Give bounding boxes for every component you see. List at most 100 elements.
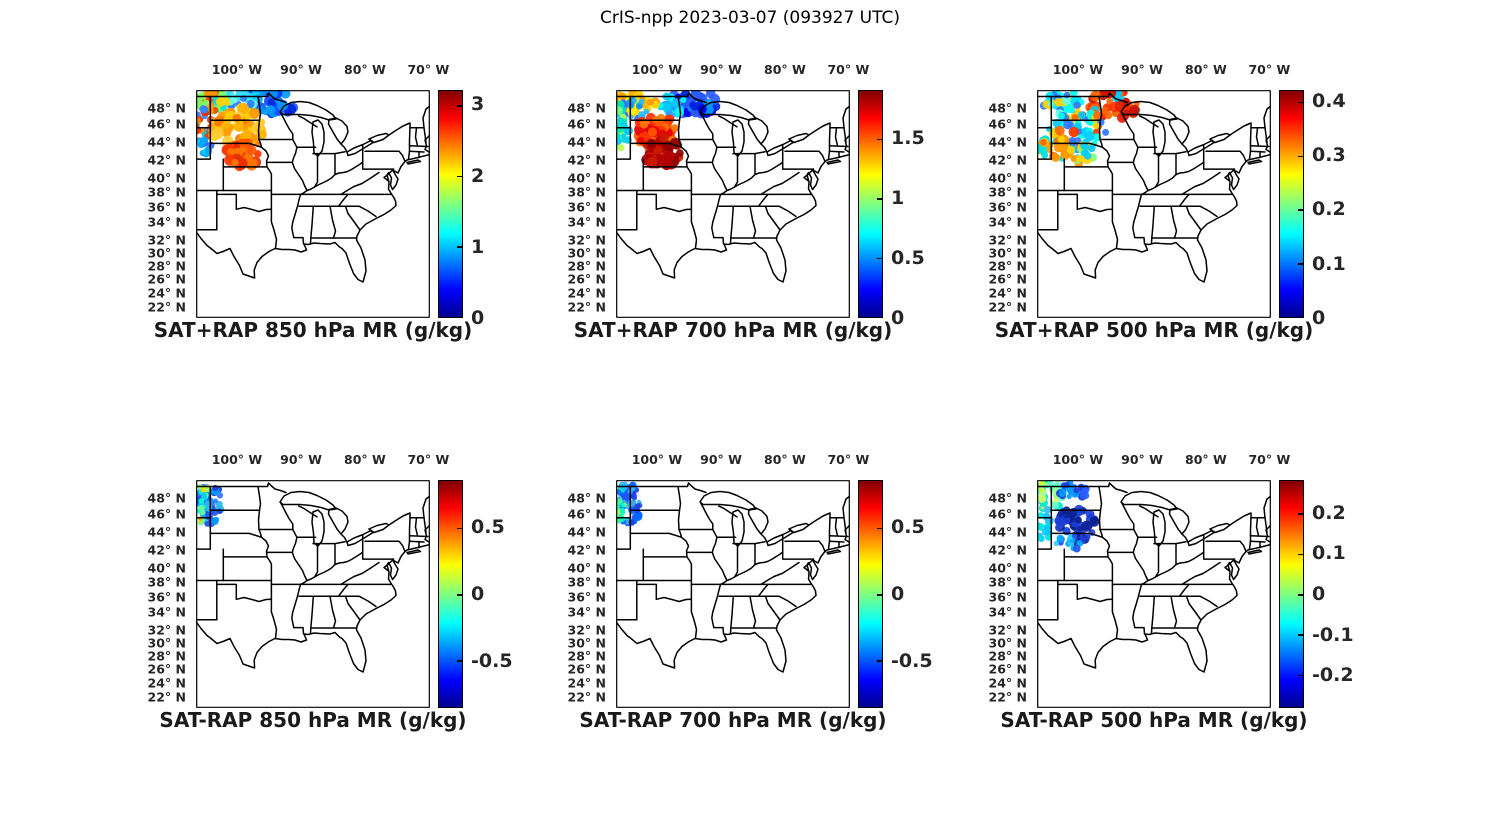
map-panel-sat-minus-rap-700: 100° W 90° W 80° W 70° W 48° N 46° N 44° N 42°… [540,448,960,748]
colorbar-tickmark [1298,553,1303,556]
lat-tick-label: 36° N [567,199,606,215]
lat-tick-label: 32° N [147,232,186,248]
lon-tick-label: 70° W [827,452,870,467]
lon-tick-label: 100° W [211,452,263,467]
colorbar-tickmark [1298,101,1303,104]
colorbar-tick-label: 0 [891,583,905,605]
lat-tick-label: 38° N [567,574,606,590]
lat-tick-label: 38° N [988,574,1027,590]
lon-tick-label: 100° W [631,62,683,77]
lat-tick-label: 30° N [147,635,186,651]
colorbar-tickmark [1298,263,1303,265]
lon-tick-label: 90° W [1121,62,1163,77]
lat-tick-label: 44° N [988,524,1027,540]
colorbar-tick-label: 0.5 [471,515,505,538]
lon-tick-label: 90° W [280,452,322,467]
lat-tick-label: 44° N [567,134,606,150]
lon-tick-label: 70° W [407,62,450,77]
lon-tick-label: 80° W [764,62,806,77]
lat-axis: 48° N 46° N 44° N 42° N 40° N 38° N 36° N 34° N… [961,480,1031,708]
lon-tick-label: 100° W [1052,62,1104,77]
lat-tick-label: 38° N [147,184,186,200]
lat-tick-label: 22° N [567,689,606,705]
colorbar-tickmark [1298,155,1303,158]
lat-axis: 48° N 46° N 44° N 42° N 40° N 38° N 36° N 34° N… [540,480,610,708]
colorbar [438,480,463,708]
lat-tick-label: 24° N [147,285,186,301]
lon-tick-label: 90° W [1121,452,1163,467]
lat-tick-label: 32° N [567,622,606,638]
lat-tick-label: 30° N [988,245,1027,261]
lat-axis: 48° N 46° N 44° N 42° N 40° N 38° N 36° N 34° N… [961,90,1031,318]
lat-tick-label: 24° N [567,675,606,691]
lon-tick-label: 80° W [1185,62,1227,77]
colorbar-tickmark [1298,594,1303,596]
colorbar [858,480,883,708]
lat-tick-label: 24° N [567,285,606,301]
lat-tick-label: 28° N [147,258,186,274]
colorbar-tickmark [877,594,882,596]
lat-tick-label: 42° N [567,542,606,558]
colorbar-tick-label: 0 [1312,307,1326,329]
lat-tick-label: 30° N [567,635,606,651]
lat-tick-label: 24° N [147,675,186,691]
lat-tick-label: 40° N [147,170,186,186]
lat-tick-label: 40° N [988,170,1027,186]
lon-tick-label: 70° W [1248,452,1291,467]
lon-tick-label: 90° W [280,62,322,77]
colorbar-tick-label: 2 [471,164,485,187]
lat-tick-label: 42° N [147,542,186,558]
us-map [616,90,850,318]
lat-tick-label: 38° N [567,184,606,200]
colorbar-tickmark [457,660,462,662]
lat-tick-label: 32° N [147,622,186,638]
lon-axis: 100° W 90° W 80° W 70° W [616,452,870,474]
lat-tick-label: 48° N [147,490,186,506]
colorbar-tickmark [877,257,882,260]
colorbar-tick-label: 0.1 [1312,252,1346,275]
lat-tick-label: 46° N [147,506,186,522]
lat-tick-label: 32° N [988,622,1027,638]
colorbar-tick-label: 0.5 [891,515,925,538]
lat-tick-label: 40° N [147,560,186,576]
us-map [616,480,850,708]
lat-tick-label: 46° N [988,116,1027,132]
lat-tick-label: 48° N [988,490,1027,506]
lon-tick-label: 100° W [1052,452,1104,467]
lat-tick-label: 30° N [147,245,186,261]
lon-tick-label: 90° W [700,62,742,77]
lat-tick-label: 34° N [567,604,606,620]
lat-tick-label: 24° N [988,675,1027,691]
colorbar-labels: 0.5 0 -0.5 [891,480,955,708]
colorbar-tickmark [1298,209,1303,211]
us-map [196,90,430,318]
lat-tick-label: 34° N [147,604,186,620]
panel-title: SAT+RAP 500 hPa MR (g/kg) [994,318,1314,342]
lon-axis: 100° W 90° W 80° W 70° W [616,62,870,84]
lon-axis: 100° W 90° W 80° W 70° W [1037,62,1291,84]
lat-tick-label: 42° N [988,152,1027,168]
lat-tick-label: 40° N [567,170,606,186]
lat-tick-label: 48° N [988,100,1027,116]
lat-tick-label: 48° N [147,100,186,116]
us-map [1037,480,1271,708]
data-swath [616,481,643,527]
colorbar-tick-label: -0.5 [471,650,513,673]
lat-tick-label: 46° N [988,506,1027,522]
colorbar-tick-label: -0.5 [891,650,933,673]
colorbar-tick-label: 3 [471,93,485,116]
data-swath [196,90,299,172]
lat-tick-label: 46° N [567,116,606,132]
lat-tick-label: 48° N [567,490,606,506]
colorbar-labels: 3 2 1 0 [471,90,535,329]
colorbar [438,90,463,318]
colorbar-tick-label: 0 [471,307,485,329]
lat-tick-label: 28° N [988,258,1027,274]
lat-tick-label: 28° N [988,648,1027,664]
lon-tick-label: 80° W [764,452,806,467]
colorbar-tickmark [457,594,462,596]
colorbar-tick-label: 0 [1312,583,1326,605]
lat-tick-label: 36° N [988,199,1027,215]
colorbar-tick-label: 0.2 [1312,501,1346,524]
